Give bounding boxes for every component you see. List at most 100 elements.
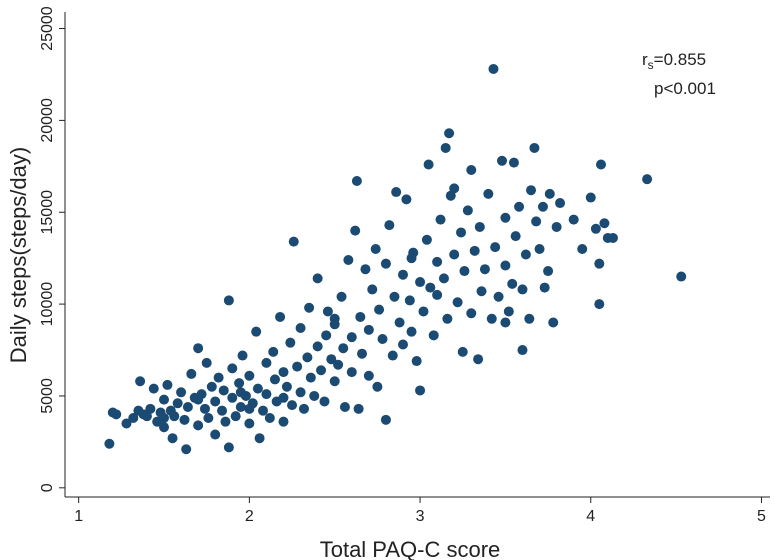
point [444, 128, 455, 139]
point [387, 350, 398, 361]
point [555, 198, 566, 209]
point [258, 405, 269, 416]
point [159, 413, 170, 424]
point [432, 256, 443, 267]
point [321, 330, 332, 341]
point [346, 332, 357, 343]
point [607, 232, 618, 243]
point [145, 403, 156, 414]
point [415, 385, 426, 396]
point [585, 192, 596, 203]
point [316, 365, 327, 376]
point [234, 378, 245, 389]
point [543, 266, 554, 277]
point [380, 258, 391, 269]
point [360, 264, 371, 275]
point [206, 381, 217, 392]
point [406, 326, 417, 337]
stat-value: =0.855 [654, 50, 706, 69]
point [374, 304, 385, 315]
point [217, 405, 228, 416]
point [181, 444, 192, 455]
point [466, 308, 477, 319]
x-tick-label: 4 [586, 508, 595, 525]
y-axis-title: Daily steps(steps/day) [6, 147, 31, 363]
point [526, 185, 537, 196]
point [252, 383, 263, 394]
point [490, 242, 501, 253]
point [278, 367, 289, 378]
point [411, 356, 422, 367]
point [329, 313, 340, 324]
point [218, 385, 229, 396]
point [223, 295, 234, 306]
point [457, 346, 468, 357]
point [514, 201, 525, 212]
point [384, 220, 395, 231]
point [539, 282, 550, 293]
p-value: p<0.001 [654, 79, 716, 98]
point [298, 403, 309, 414]
point [302, 352, 313, 363]
point [353, 403, 364, 414]
point [510, 231, 521, 242]
point [159, 394, 170, 405]
point [167, 433, 178, 444]
point [244, 403, 255, 414]
point [423, 159, 434, 170]
point [534, 243, 545, 254]
point [599, 218, 610, 229]
point [351, 176, 362, 187]
point [254, 433, 265, 444]
point [524, 313, 535, 324]
point [193, 394, 204, 405]
point [244, 370, 255, 381]
point [333, 359, 344, 370]
point [474, 221, 485, 232]
point [295, 387, 306, 398]
point [210, 429, 221, 440]
point [182, 401, 193, 412]
point [162, 379, 173, 390]
point [483, 188, 494, 199]
point [440, 142, 451, 153]
point [159, 422, 170, 433]
point [537, 201, 548, 212]
y-tick-label: 20000 [39, 98, 56, 143]
point [529, 142, 540, 153]
point [389, 291, 400, 302]
point [404, 295, 415, 306]
point [372, 381, 383, 392]
point [172, 398, 183, 409]
stat-subscript: s [648, 58, 654, 72]
stat-symbol: r [642, 50, 648, 69]
point [287, 400, 298, 411]
stat-annotation: rs=0.855 [642, 50, 706, 72]
point [336, 291, 347, 302]
point [415, 277, 426, 288]
point [213, 372, 224, 383]
point [128, 413, 139, 424]
point [406, 253, 417, 264]
point [355, 311, 366, 322]
point [432, 289, 443, 300]
point [329, 376, 340, 387]
point [350, 225, 361, 236]
point [594, 299, 605, 310]
point [391, 187, 402, 198]
point [343, 255, 354, 266]
point [312, 341, 323, 352]
point [469, 245, 480, 256]
point [227, 363, 238, 374]
y-tick-label: 5000 [39, 378, 56, 414]
point [397, 339, 408, 350]
point [264, 413, 275, 424]
point [176, 387, 187, 398]
point [370, 243, 381, 254]
point [479, 264, 490, 275]
point [220, 416, 231, 427]
point [596, 159, 607, 170]
point [548, 317, 559, 328]
point [237, 350, 248, 361]
